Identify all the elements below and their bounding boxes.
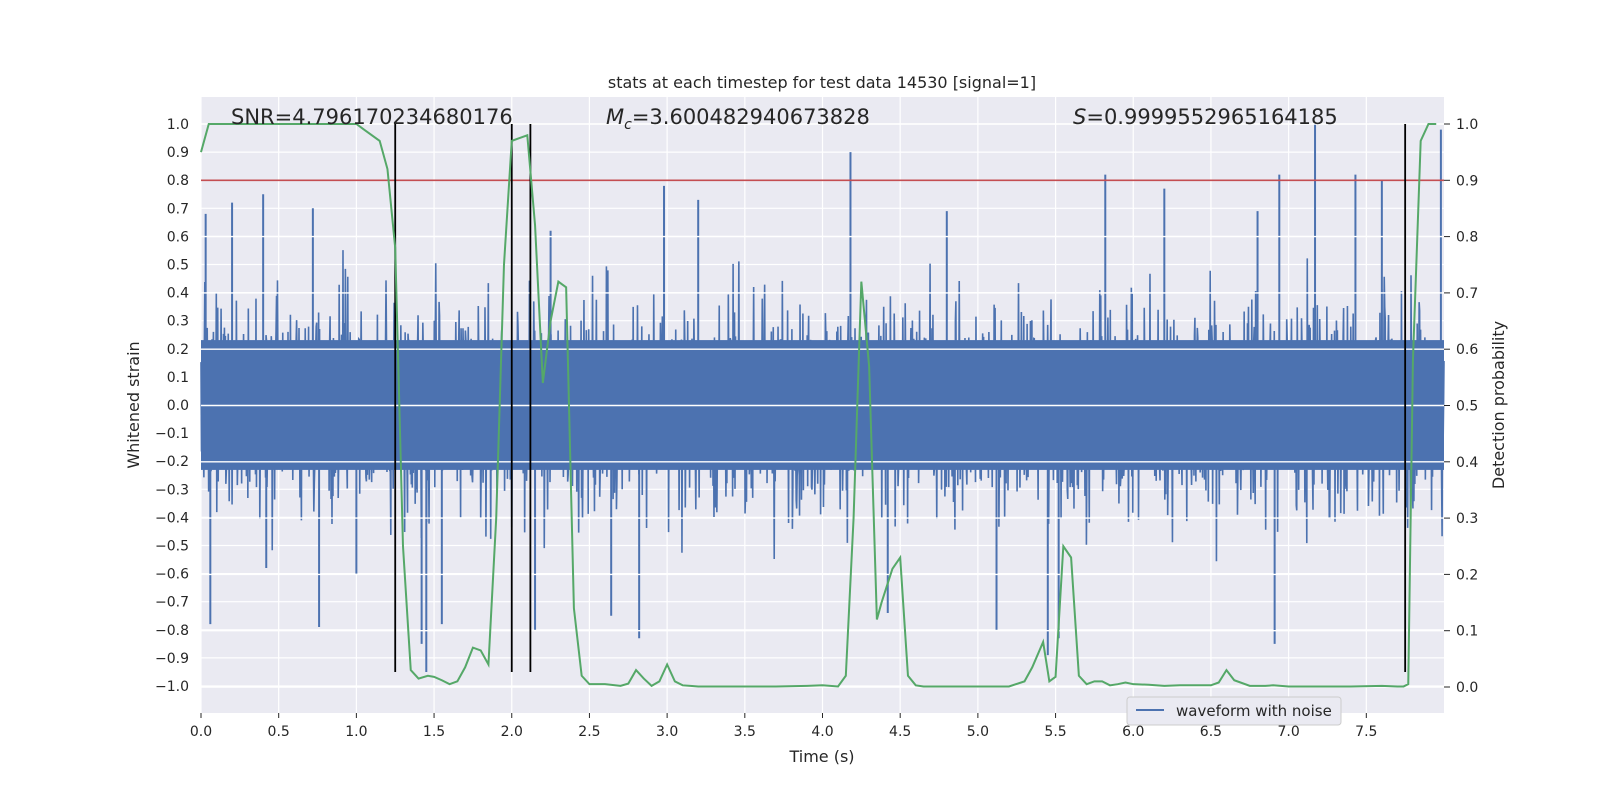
y-tick-label-right: 0.2: [1456, 567, 1478, 583]
x-axis-ticks: 0.0 0.5 1.0 1.5 2.0 2.5 3.0 3.5 4.0 4.5 5.0 5.5 6.0 6…: [190, 713, 1377, 740]
snr-annotation: SNR=4.796170234680176: [231, 105, 513, 129]
s-symbol: S: [1073, 105, 1086, 129]
right-axis-ticks: 1.0 0.9 0.8 0.7 0.6 0.5 0.4 0.3 0.2 0.1 0.0: [1444, 117, 1478, 696]
x-tick-label: 6.0: [1122, 724, 1144, 740]
vertical-marker-lines: [394, 124, 1407, 672]
mc-symbol: M: [606, 105, 624, 129]
y-tick-label-right: 0.9: [1456, 173, 1478, 189]
y-tick-label-left: −0.7: [155, 595, 189, 611]
probability-series: [200, 123, 1437, 688]
y-tick-label-left: 0.1: [167, 370, 189, 386]
s-value: =0.9999552965164185: [1086, 105, 1337, 129]
y-tick-label-right: 0.7: [1456, 286, 1478, 302]
x-tick-label: 5.5: [1044, 724, 1066, 740]
y-tick-label-left: −0.8: [155, 623, 189, 639]
y-tick-label-left: 0.6: [167, 229, 189, 245]
x-tick-label: 7.5: [1355, 724, 1377, 740]
y-tick-label-left: −0.1: [155, 426, 189, 442]
x-tick-label: 1.5: [423, 724, 445, 740]
mc-annotation: Mc=3.600482940673828: [606, 105, 870, 133]
x-tick-label: 0.0: [190, 724, 212, 740]
x-tick-label: 3.5: [734, 724, 756, 740]
y-tick-label-left: 0.9: [167, 145, 189, 161]
y-tick-label-right: 0.1: [1456, 624, 1478, 640]
left-axis-ticks: 1.0 0.9 0.8 0.7 0.6 0.5 0.4 0.3 0.2 0.1 0.0 −0.1 −0.…: [155, 117, 189, 695]
x-axis-label: Time (s): [788, 747, 854, 766]
x-tick-label: 2.5: [578, 724, 600, 740]
x-tick-label: 2.0: [501, 724, 523, 740]
y-tick-label-right: 1.0: [1456, 117, 1478, 133]
y-axis-label-left: Whitened strain: [124, 341, 143, 468]
y-tick-label-left: −0.3: [155, 482, 189, 498]
legend-label: waveform with noise: [1176, 702, 1332, 720]
s-annotation: S=0.9999552965164185: [1073, 105, 1338, 129]
legend: waveform with noise: [1126, 696, 1342, 726]
y-tick-label-left: 1.0: [167, 117, 189, 133]
y-tick-label-left: 0.2: [167, 342, 189, 358]
y-tick-label-left: −1.0: [155, 679, 189, 695]
y-tick-label-left: 0.4: [167, 286, 189, 302]
mc-subscript: c: [624, 117, 632, 133]
x-tick-label: 7.0: [1277, 724, 1299, 740]
x-tick-label: 0.5: [268, 724, 290, 740]
x-tick-label: 3.0: [656, 724, 678, 740]
y-tick-label-left: 0.3: [167, 314, 189, 330]
x-tick-label: 6.5: [1200, 724, 1222, 740]
y-tick-label-right: 0.3: [1456, 511, 1478, 527]
y-tick-label-left: 0.0: [167, 398, 189, 414]
y-axis-label-right: Detection probability: [1489, 321, 1508, 489]
y-tick-label-right: 0.6: [1456, 342, 1478, 358]
y-tick-label-right: 0.4: [1456, 455, 1478, 471]
probability-line: [200, 123, 1437, 688]
y-tick-label-left: −0.4: [155, 510, 189, 526]
y-tick-label-left: 0.7: [167, 201, 189, 217]
y-tick-label-left: 0.8: [167, 173, 189, 189]
x-tick-label: 5.0: [967, 724, 989, 740]
y-tick-label-right: 0.5: [1456, 399, 1478, 415]
x-tick-label: 4.5: [889, 724, 911, 740]
y-tick-label-left: −0.5: [155, 539, 189, 555]
x-tick-label: 1.0: [345, 724, 367, 740]
y-tick-label-left: −0.2: [155, 454, 189, 470]
y-tick-label-right: 0.0: [1456, 680, 1478, 696]
x-tick-label: 4.0: [811, 724, 833, 740]
y-tick-label-left: 0.5: [167, 258, 189, 274]
y-tick-label-right: 0.8: [1456, 230, 1478, 246]
y-tick-label-left: −0.9: [155, 651, 189, 667]
mc-value: =3.600482940673828: [632, 105, 870, 129]
y-tick-label-left: −0.6: [155, 567, 189, 583]
legend-box: [1126, 696, 1342, 726]
chart-title: stats at each timestep for test data 145…: [608, 73, 1036, 92]
